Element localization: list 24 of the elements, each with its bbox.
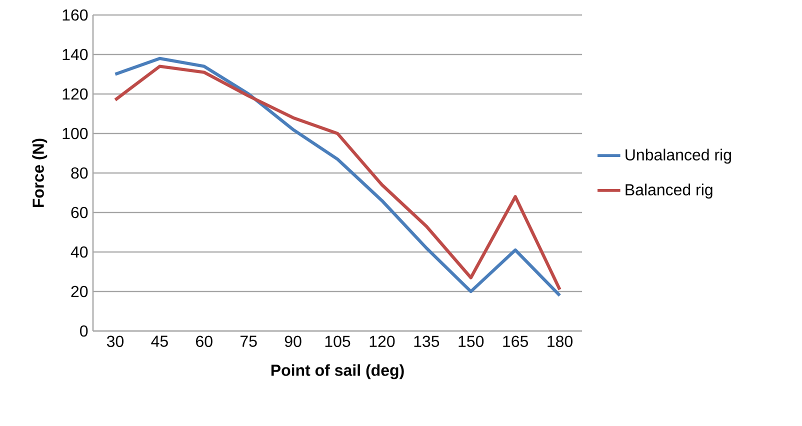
y-tick-label: 160 [62,9,88,21]
y-tick-label: 40 [70,246,88,258]
x-tick-label: 45 [151,336,168,347]
y-tick-label: 100 [62,128,88,140]
x-tick-label: 60 [196,336,212,348]
y-tick-label: 80 [71,167,88,179]
x-tick-label: 165 [503,336,528,348]
y-tick-label: 120 [62,88,88,100]
y-tick-label: 60 [71,206,88,218]
y-axis-title: Force (N) [32,138,48,208]
x-tick-label: 150 [458,336,484,348]
x-tick-label: 30 [106,336,124,348]
y-tick-label: 0 [80,325,88,337]
x-tick-label: 105 [325,336,350,348]
x-tick-label: 90 [284,336,302,348]
x-tick-label: 180 [548,336,573,348]
y-tick-label: 140 [62,48,88,60]
legend-label: Unbalanced rig [626,148,731,164]
legend-label: Balanced rig [626,184,712,199]
x-tick-label: 120 [370,336,395,348]
x-tick-label: 135 [414,336,440,348]
x-tick-label: 75 [240,336,257,347]
y-tick-label: 20 [71,286,88,298]
x-axis-title: Point of sail (deg) [271,364,404,380]
